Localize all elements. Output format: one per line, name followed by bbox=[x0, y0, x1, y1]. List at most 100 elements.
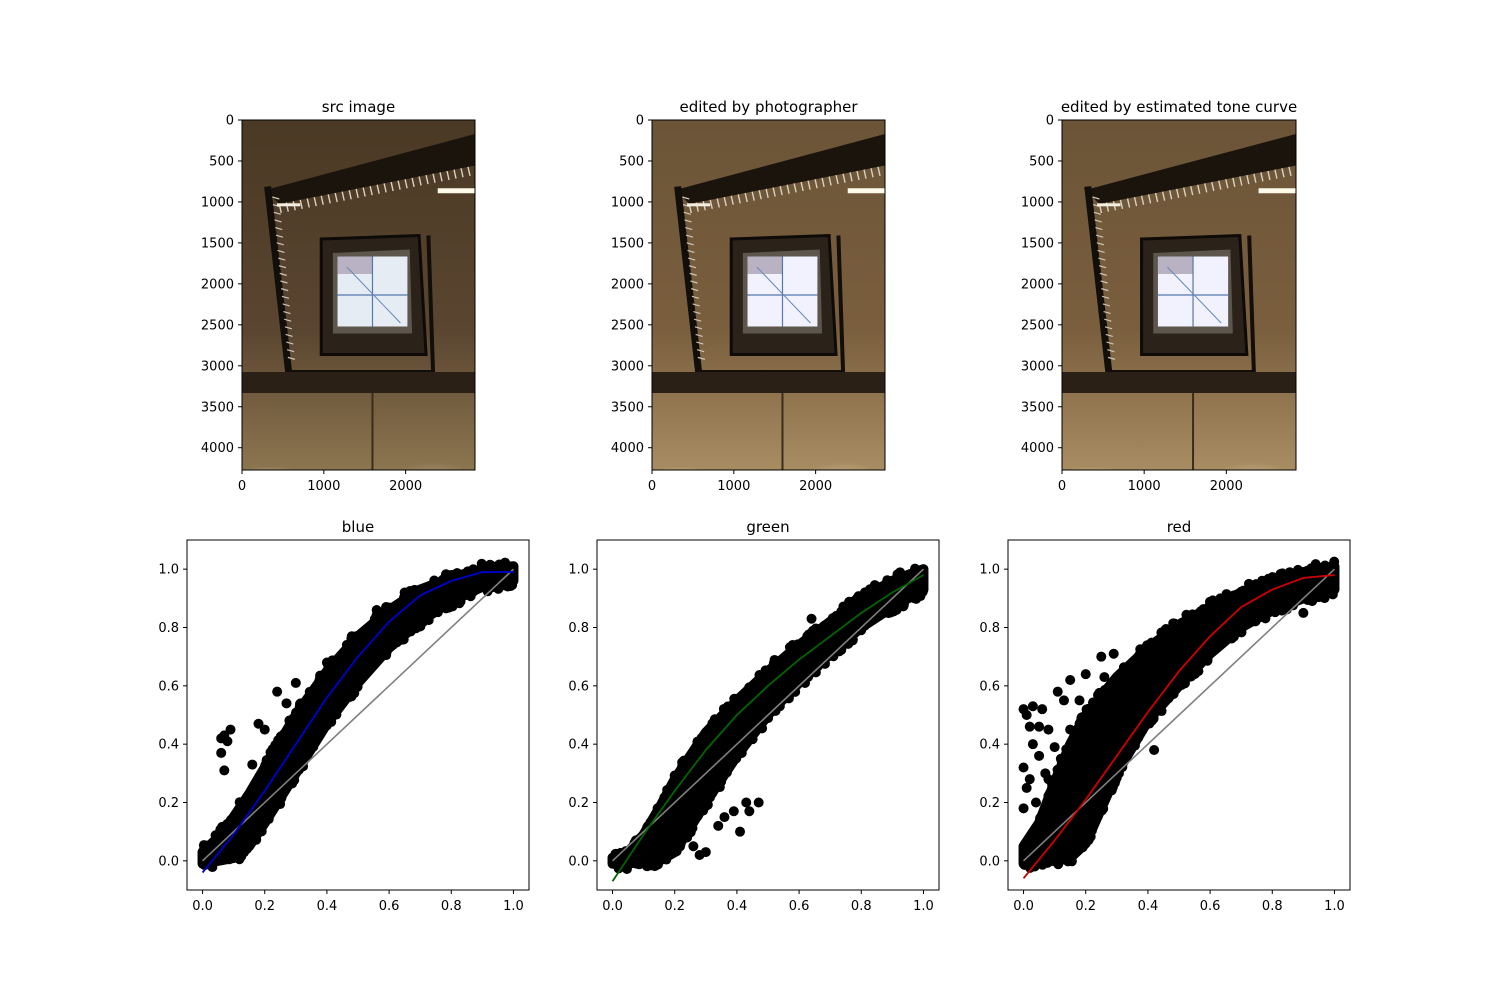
plot-area bbox=[197, 557, 519, 874]
staircase-photo bbox=[1062, 120, 1296, 470]
scatter-axes-frame bbox=[1007, 539, 1351, 891]
scatter-point bbox=[1327, 589, 1338, 600]
x-tick-label: 2000 bbox=[799, 479, 832, 494]
scatter-point bbox=[241, 843, 252, 854]
photo-railing-baluster bbox=[692, 303, 700, 307]
scatter-point bbox=[770, 705, 781, 716]
photo-railing-baluster bbox=[693, 310, 701, 315]
scatter-point bbox=[1161, 624, 1172, 635]
scatter-point bbox=[744, 682, 755, 693]
image-axes-frame bbox=[1061, 119, 1297, 471]
scatter-point bbox=[1133, 732, 1144, 743]
scatter-point-outlier bbox=[1027, 701, 1038, 712]
photo-railing-baluster bbox=[772, 187, 776, 197]
y-tick-label: 0 bbox=[1046, 114, 1054, 129]
x-tick-label: 0.4 bbox=[1138, 899, 1159, 914]
photo-railing-baluster bbox=[1239, 176, 1243, 186]
scatter-point-outlier bbox=[1099, 672, 1110, 683]
y-tick-label: 2000 bbox=[201, 277, 234, 292]
scatter-point-outlier bbox=[1108, 648, 1119, 659]
photo-railing-baluster bbox=[1253, 173, 1257, 183]
tone-curve-fit-line bbox=[201, 571, 514, 874]
photo-railing-baluster bbox=[849, 172, 853, 182]
scatter-point-outlier bbox=[806, 613, 817, 624]
y-tick-label: 1000 bbox=[1021, 195, 1054, 210]
scatter-point bbox=[723, 701, 734, 712]
scatter-point bbox=[1215, 593, 1226, 604]
scatter-point bbox=[662, 784, 673, 795]
photo-railing-baluster bbox=[287, 356, 296, 360]
photo-railing-baluster bbox=[691, 295, 700, 299]
scatter-point bbox=[857, 591, 868, 602]
photo-handrail-left bbox=[264, 186, 293, 373]
x-tick-label: 2000 bbox=[1210, 479, 1243, 494]
photo-floor-glow bbox=[381, 428, 475, 470]
photo-railing-baluster bbox=[275, 226, 283, 231]
scatter-point bbox=[756, 722, 767, 733]
photo-railing-baluster bbox=[286, 349, 295, 353]
scatter-point bbox=[1025, 862, 1036, 873]
scatter-point-outlier bbox=[1071, 727, 1082, 738]
scatter-point bbox=[607, 852, 618, 863]
photo-railing-baluster bbox=[281, 295, 290, 299]
y-tick-label: 500 bbox=[209, 154, 234, 169]
photo-railing-baluster bbox=[842, 173, 846, 183]
photo-railing-baluster bbox=[835, 174, 839, 185]
scatter-panel-title: green bbox=[746, 518, 789, 536]
scatter-point-outlier bbox=[290, 677, 301, 688]
scatter-point bbox=[226, 814, 237, 825]
photo-railing-baluster bbox=[1095, 234, 1104, 238]
scatter-point bbox=[1288, 600, 1299, 611]
identity-line bbox=[1022, 568, 1336, 862]
staircase-photo bbox=[242, 120, 475, 470]
y-tick-label: 0.0 bbox=[568, 854, 589, 869]
photo-railing-baluster bbox=[1274, 169, 1278, 179]
y-tick-label: 0.6 bbox=[158, 679, 179, 694]
tone-curve-fit-line bbox=[1022, 574, 1335, 879]
scatter-panel-red: red 0.0 0.2 0.4 0.6 0.8 1.0 0.0 0.2 0.4 0.6 0.8 1.0 bbox=[979, 518, 1351, 914]
scatter-point-outlier bbox=[1027, 739, 1038, 750]
photo-railing-baluster bbox=[688, 257, 696, 261]
x-tick-label: 0 bbox=[1058, 479, 1066, 494]
scatter-panel-title: red bbox=[1167, 518, 1192, 536]
scatter-point-outlier bbox=[1214, 602, 1225, 613]
scatter-point bbox=[429, 575, 440, 586]
y-tick-label: 1000 bbox=[611, 195, 644, 210]
scatter-point bbox=[455, 596, 466, 607]
photo-railing-baluster bbox=[863, 169, 867, 179]
photo-railing-baluster bbox=[856, 170, 860, 181]
photo-railing-baluster bbox=[1092, 196, 1100, 200]
scatter-point bbox=[1035, 813, 1046, 824]
scatter-point bbox=[1250, 616, 1261, 627]
scatter-point-outlier bbox=[272, 686, 283, 697]
photo-railing-baluster bbox=[828, 176, 832, 186]
y-tick-label: 0 bbox=[636, 114, 644, 129]
x-tick-label: 1.0 bbox=[913, 899, 934, 914]
scatter-point-outlier bbox=[1058, 695, 1069, 706]
scatter-point bbox=[1189, 668, 1200, 679]
scatter-point bbox=[889, 605, 900, 616]
photo-railing-baluster bbox=[1098, 265, 1107, 269]
photo-railing-baluster bbox=[1107, 356, 1116, 360]
scatter-point-outlier bbox=[216, 747, 227, 758]
photo-railing-baluster bbox=[1101, 295, 1110, 299]
scatter-point-outlier bbox=[728, 806, 739, 817]
photo-railing-baluster bbox=[1147, 194, 1152, 204]
scatter-point bbox=[669, 770, 680, 781]
scatter-point-outlier bbox=[1149, 745, 1160, 755]
photo-floor-glow bbox=[791, 428, 885, 470]
photo-floor-edge bbox=[242, 372, 475, 393]
scatter-point bbox=[234, 797, 245, 808]
photo-lamp-right bbox=[437, 188, 475, 194]
scatter-point bbox=[263, 814, 274, 825]
scatter-point bbox=[1106, 785, 1117, 796]
photo-railing-baluster bbox=[800, 181, 804, 192]
photo-ceiling-band bbox=[265, 134, 475, 204]
photo-floor-glow bbox=[242, 452, 317, 470]
scatter-point bbox=[1319, 593, 1330, 604]
y-tick-label: 0.4 bbox=[158, 738, 179, 753]
scatter-panel-blue: blue 0.0 0.2 0.4 0.6 0.8 1.0 0.0 0.2 0.4 0.6 0.8 1.0 bbox=[158, 518, 530, 914]
scatter-point bbox=[308, 741, 319, 752]
scatter-point-outlier bbox=[1074, 695, 1085, 706]
photo-railing-baluster bbox=[1107, 349, 1115, 353]
